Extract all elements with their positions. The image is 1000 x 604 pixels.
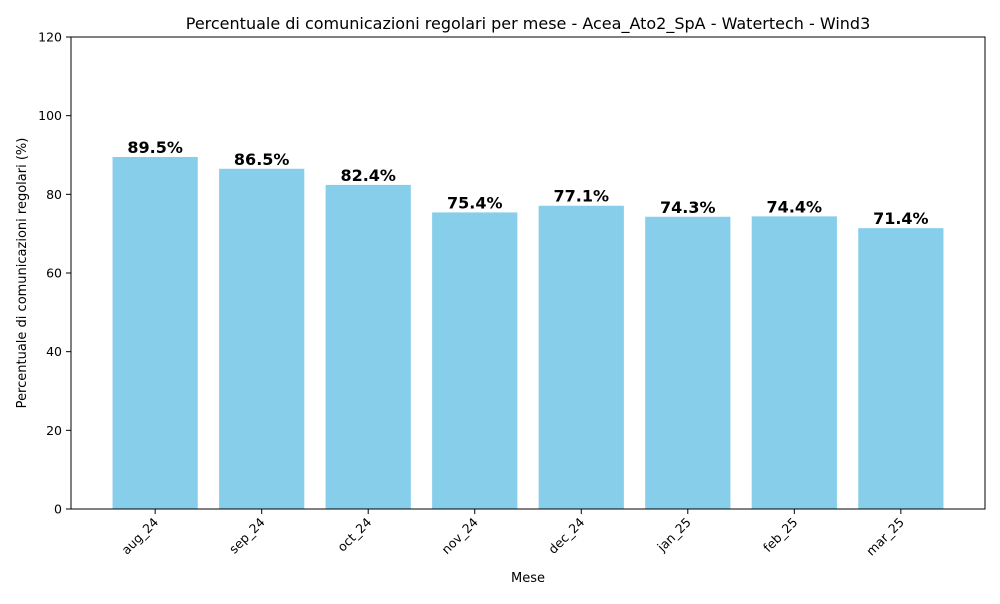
x-tick-label: sep_24: [226, 514, 268, 556]
data-label-mar_25: 71.4%: [873, 209, 929, 228]
y-tick-label: 120: [38, 30, 62, 45]
data-label-oct_24: 82.4%: [340, 166, 396, 185]
data-labels-group: 89.5% 86.5% 82.4% 75.4% 77.1% 74.3% 74.4% 71.4%: [127, 138, 928, 228]
bars-group: [112, 156, 944, 510]
plot-frame: [70, 36, 986, 510]
data-label-aug_24: 89.5%: [127, 138, 183, 157]
bar-dec_24: [538, 205, 624, 510]
y-tick-label: 60: [46, 266, 62, 281]
y-axis-label: Percentuale di comunicazioni regolari (%…: [15, 138, 30, 409]
y-axis: 0 20 40 60 80 100 120: [38, 30, 71, 517]
x-axis-label: Mese: [511, 571, 545, 586]
data-label-feb_25: 74.4%: [767, 197, 823, 216]
x-tick-label: nov_24: [438, 514, 481, 557]
y-tick-label: 20: [46, 423, 62, 438]
x-tick-label: feb_25: [760, 515, 800, 555]
x-tick-label: jan_25: [653, 515, 693, 555]
bar-feb_25: [751, 216, 837, 510]
bar-oct_24: [325, 184, 411, 510]
bar-nov_24: [432, 212, 518, 509]
y-tick-label: 40: [46, 344, 62, 359]
bar-jan_25: [645, 216, 731, 509]
bar-aug_24: [112, 156, 198, 509]
y-tick-label: 100: [38, 108, 62, 123]
data-label-nov_24: 75.4%: [447, 193, 503, 212]
bar-sep_24: [219, 168, 305, 509]
data-label-jan_25: 74.3%: [660, 198, 716, 217]
chart-title: Percentuale di comunicazioni regolari pe…: [186, 14, 871, 34]
x-tick-label: oct_24: [334, 514, 374, 554]
x-tick-label: aug_24: [118, 514, 161, 557]
data-label-dec_24: 77.1%: [554, 187, 610, 206]
bar-mar_25: [858, 228, 944, 509]
x-axis: aug_24 sep_24 oct_24 nov_24 dec_24 jan_25 feb_…: [118, 509, 907, 558]
x-tick-label: mar_25: [863, 515, 907, 559]
x-tick-label: dec_24: [545, 514, 587, 556]
data-label-sep_24: 86.5%: [234, 150, 290, 169]
y-tick-label: 80: [46, 187, 62, 202]
y-tick-label: 0: [54, 502, 62, 517]
